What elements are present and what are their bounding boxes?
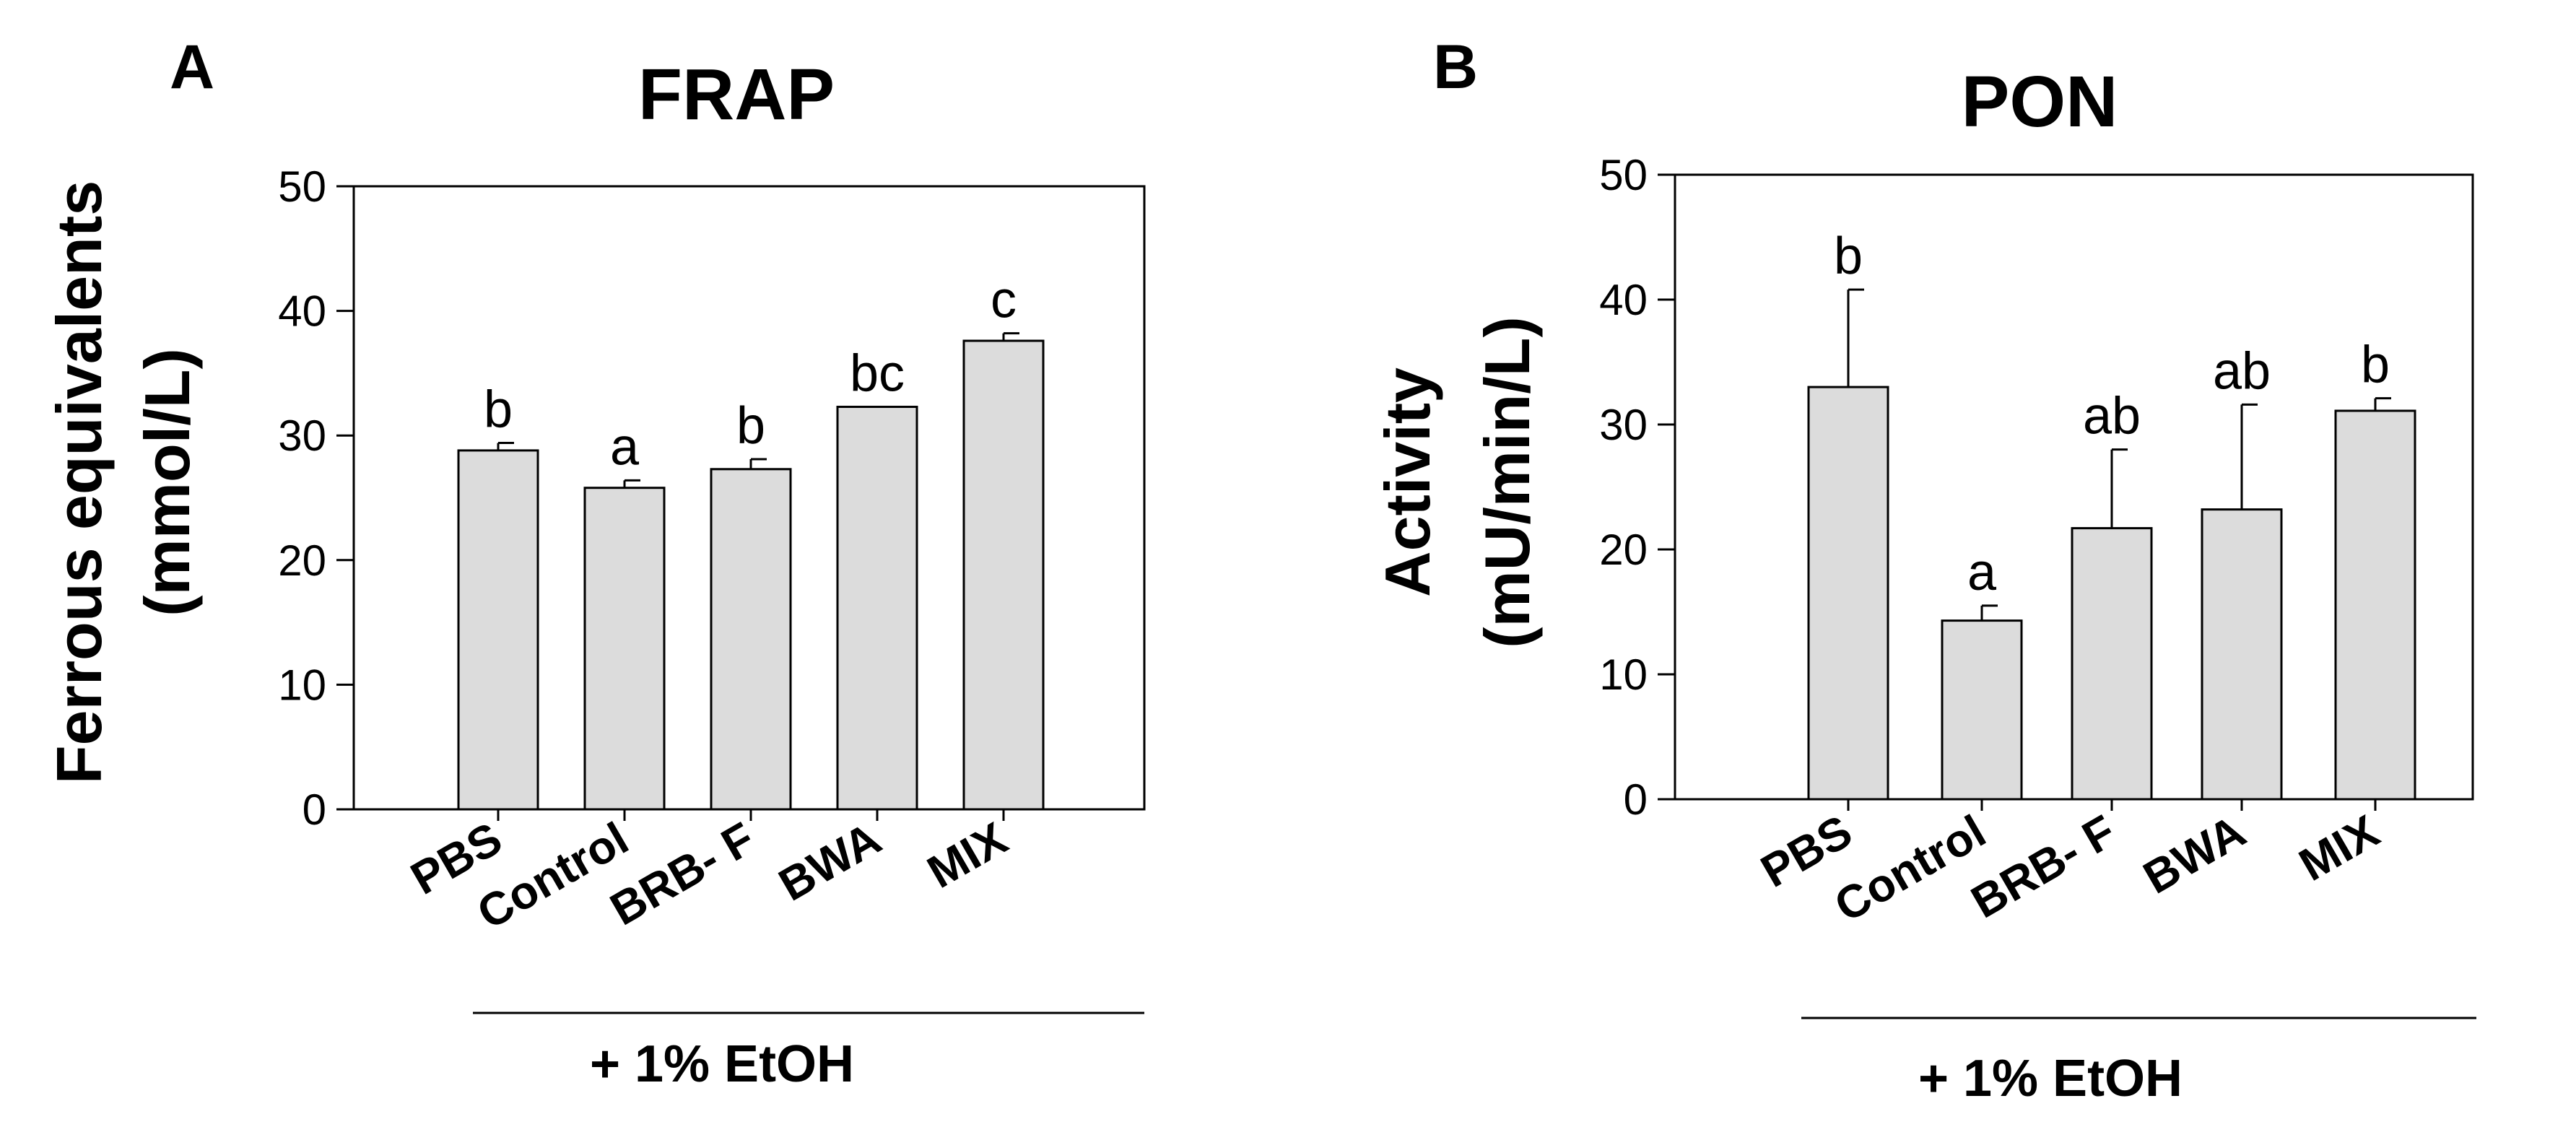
panel-a-significance-label: c: [991, 271, 1017, 329]
panel-b-ytick-label: 20: [1599, 526, 1648, 574]
panel-b-ylabel-line-1: Activity: [1372, 367, 1443, 597]
panel-a-ytick-label: 10: [278, 661, 326, 709]
panel-b-category-label: Control: [1826, 805, 1994, 932]
panel-b-ytick-label: 50: [1599, 151, 1648, 199]
panel-b-significance-label: ab: [2083, 388, 2141, 445]
panel-b-significance-label: ab: [2213, 342, 2271, 400]
panel-a-bar: [962, 339, 1045, 811]
panel-a-bar: [457, 449, 539, 811]
panel-b-ytick-label: 10: [1599, 650, 1648, 699]
panel-a-bar: [710, 468, 792, 811]
panel-a-ytick-label: 0: [303, 786, 326, 834]
panel-a-group-label: + 1% EtOH: [590, 1035, 854, 1093]
panel-a-bar: [836, 406, 918, 811]
panel-a-ytick-label: 40: [278, 287, 326, 336]
panel-a-ylabel-line-1: Ferrous equivalents: [43, 180, 115, 784]
panel-b-ylabel-line-2: (mU/min/L): [1471, 316, 1543, 648]
panel-b-ytick-label: 0: [1624, 775, 1648, 824]
panel-b-category-label: MIX: [2290, 805, 2388, 891]
panel-b-significance-label: a: [1967, 544, 1997, 601]
panel-b-ytick-label: 40: [1599, 276, 1648, 324]
panel-a-y-axis: 0 10 20 30 40 50: [278, 162, 354, 834]
panel-b-pon-chart: B PON Activity (mU/min/L) 0 10 20 30 40 50 b a…: [1372, 32, 2476, 1108]
panel-a-title: FRAP: [638, 54, 835, 135]
panel-a-bar: [583, 487, 666, 811]
panel-a-ytick-label: 50: [278, 162, 326, 211]
panel-b-group-label: + 1% EtOH: [1918, 1050, 2183, 1108]
panel-a-category-label: BRB- F: [601, 812, 763, 936]
panel-b-letter: B: [1433, 32, 1478, 102]
panel-b-bar: [1941, 619, 2023, 801]
panel-a-ytick-label: 20: [278, 536, 326, 585]
panel-b-y-axis: 0 10 20 30 40 50: [1599, 151, 1675, 824]
panel-b-bar: [1807, 386, 1889, 801]
panel-a-ytick-label: 30: [278, 412, 326, 460]
panel-b-ytick-label: 30: [1599, 401, 1648, 449]
panel-a-significance-label: b: [484, 381, 513, 439]
panel-b-bars: b a ab ab b: [1807, 227, 2416, 801]
panel-b-bar: [2334, 409, 2416, 801]
panel-a-letter: A: [170, 32, 214, 102]
panel-b-title: PON: [1962, 61, 2118, 142]
panel-a-significance-label: a: [610, 418, 640, 476]
panel-b-category-label: BRB- F: [1962, 805, 2124, 928]
panel-a-bars: b a b bc c: [457, 271, 1045, 811]
panel-b-bar: [2071, 527, 2153, 801]
panel-a-frap-chart: A FRAP Ferrous equivalents (mmol/L) 0 10 2…: [43, 32, 1146, 1093]
panel-b-category-label: BWA: [2135, 805, 2254, 904]
panel-a-significance-label: b: [736, 397, 765, 455]
panel-b-bar: [2201, 508, 2283, 801]
panel-a-category-label: MIX: [918, 812, 1016, 898]
panel-a-ylabel-line-2: (mmol/L): [131, 348, 203, 617]
panel-b-significance-label: b: [2361, 336, 2390, 394]
panel-b-significance-label: b: [1834, 227, 1863, 285]
panel-a-category-label: BWA: [770, 812, 889, 911]
panel-a-significance-label: bc: [850, 345, 905, 403]
